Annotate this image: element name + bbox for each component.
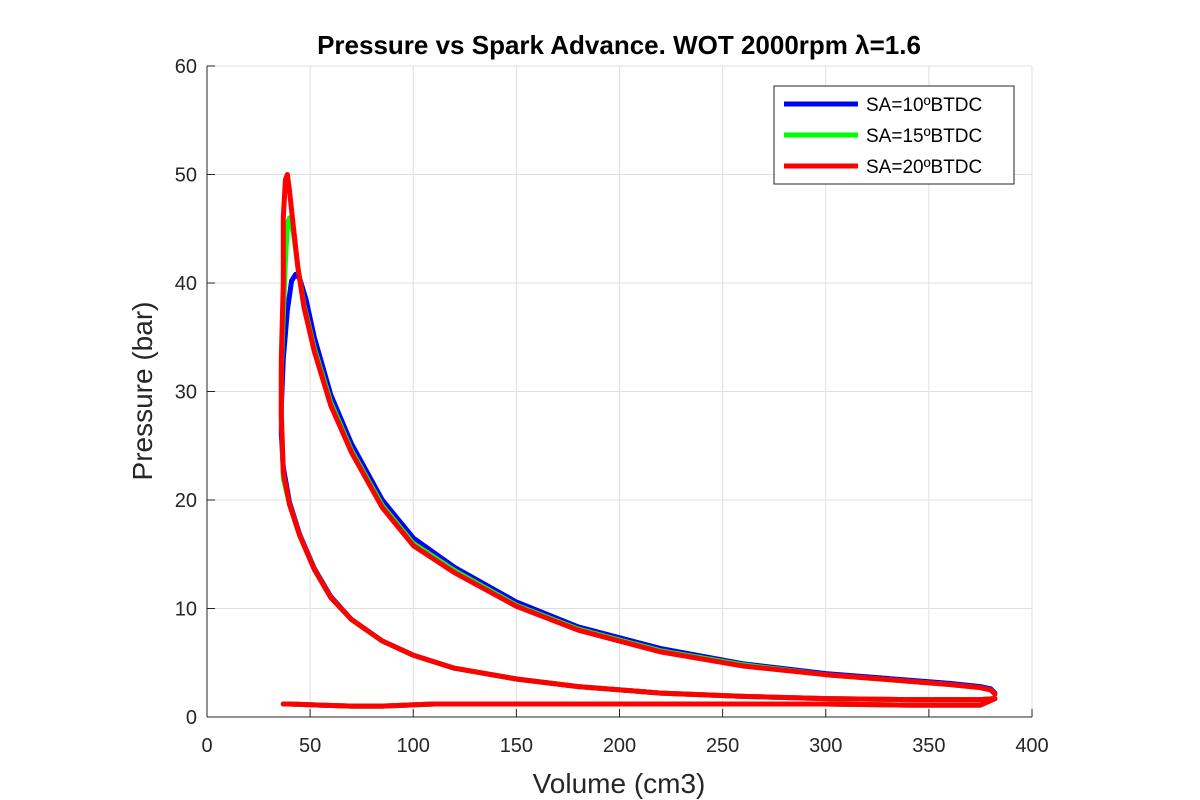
legend: SA=10ºBTDC SA=15ºBTDC SA=20ºBTDC [773,85,1015,185]
x-tick-label: 200 [603,735,636,757]
y-tick-label: 50 [175,165,197,187]
legend-items: SA=10ºBTDC SA=15ºBTDC SA=20ºBTDC [784,95,982,178]
x-ticks: 0 50 100 150 200 250 300 350 400 [201,709,1049,757]
chart-title: Pressure vs Spark Advance. WOT 2000rpm λ… [317,30,921,60]
y-tick-label: 20 [175,490,197,512]
x-axis-label: Volume (cm3) [533,768,706,799]
x-tick-label: 0 [201,735,212,757]
legend-label-2: SA=15ºBTDC [866,126,982,147]
x-tick-label: 300 [809,735,842,757]
x-tick-label: 250 [706,735,739,757]
x-tick-label: 150 [500,735,533,757]
series-lines [278,172,998,709]
series-line-3 [278,172,998,709]
y-axis-label: Pressure (bar) [127,302,158,481]
x-tick-label: 400 [1015,735,1048,757]
x-tick-label: 350 [912,735,945,757]
y-tick-label: 40 [175,273,197,295]
y-ticks: 0 10 20 30 40 50 60 [175,56,215,729]
y-tick-label: 30 [175,382,197,404]
y-tick-label: 0 [186,707,197,729]
legend-label-3: SA=20ºBTDC [866,157,982,178]
x-tick-label: 50 [299,735,321,757]
x-tick-label: 100 [397,735,430,757]
y-tick-label: 10 [175,599,197,621]
y-tick-label: 60 [175,56,197,78]
legend-label-1: SA=10ºBTDC [866,95,982,116]
